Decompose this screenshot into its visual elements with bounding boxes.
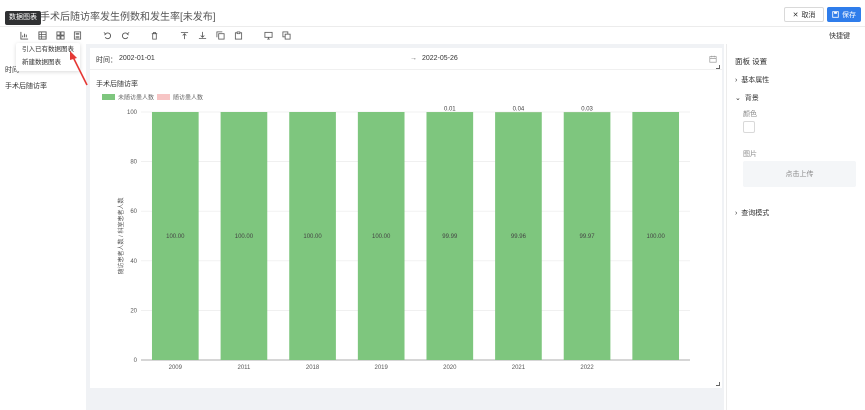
y-tick-label: 60 [130,209,137,215]
copy-icon[interactable] [216,31,225,40]
left-item[interactable]: 手术后随访率 [5,83,47,90]
paste-icon[interactable] [234,31,243,40]
y-tick-label: 100 [127,110,138,116]
y-axis-label: 随访患者人数 / 科室患者人数 [117,197,125,274]
resize-handle-bottom[interactable] [716,382,720,386]
bar-chart: 未随访患人数 随访患人数 0 20 40 60 80 100 随访患者人数 / 科室患者人数 10… [102,94,690,371]
left-panel [0,44,86,410]
bar [289,112,336,360]
y-tick-label: 0 [134,358,138,364]
bar [220,112,268,360]
bar-value-label: 0.01 [444,107,456,113]
bar [357,112,405,360]
save-button[interactable]: 保存 [827,7,861,22]
bar [632,112,680,360]
bar [151,112,199,360]
chart-title: 手术后随访率 [96,81,138,88]
undo-icon[interactable] [103,31,112,40]
y-tick-label: 80 [130,160,137,166]
cancel-button[interactable]: ✕ 取消 [784,7,824,22]
layers-icon[interactable] [282,31,291,40]
chart-icon[interactable] [20,31,29,40]
bar-value-label: 100.00 [303,234,322,240]
save-label: 保存 [842,11,856,19]
chevron-down-icon: ⌄ [735,95,741,102]
basic-props-label: 基本属性 [741,77,770,84]
bar-value-label: 100.00 [235,234,254,240]
bar-value-label: 0.03 [581,107,593,113]
bar [563,112,611,360]
calc-icon[interactable] [73,31,82,40]
bar-value-label: 100.00 [166,234,185,240]
page-title: 手术后随访率发生例数和发生率[未发布] [40,12,216,23]
image-label: 图片 [743,151,757,158]
resize-handle-top[interactable] [716,65,720,69]
delete-icon[interactable] [150,31,159,40]
x-tick-label: 2011 [237,365,251,371]
chevron-right-icon: › [735,210,738,217]
color-label: 颜色 [743,111,757,118]
query-mode-label: 查询模式 [741,210,770,217]
background-section[interactable]: ⌄ 背景 [735,93,759,103]
redo-icon[interactable] [121,31,130,40]
cancel-label: 取消 [801,11,816,19]
time-label: 时间： [96,57,117,64]
left-partial-text: 时间 [5,67,19,74]
bar-value-label: 100.00 [372,234,391,240]
bar-value-label: 99.96 [511,234,527,240]
bar-value-label: 100.00 [647,234,666,240]
tooltip: 数据图表 [5,11,41,25]
date-arrow: → [410,55,417,62]
legend-swatch [157,94,170,100]
settings-panel [726,44,865,410]
x-tick-label: 2022 [580,365,594,371]
date-to-input[interactable]: 2022-05-26 [422,55,458,62]
y-tick-label: 40 [130,259,137,265]
chart-dropdown-menu: 引入已有数据图表 新建数据图表 [16,43,80,71]
calendar-icon[interactable] [709,55,717,63]
save-icon [832,11,839,18]
close-icon: ✕ [792,11,799,19]
align-top-icon[interactable] [180,31,189,40]
y-tick-label: 20 [130,308,137,314]
panel-title: 面板 设置 [735,57,768,66]
background-label: 背景 [744,95,759,102]
date-from-input[interactable]: 2002-01-01 [119,55,155,62]
time-filter-row [90,48,722,70]
toolbar [0,27,865,44]
legend-label: 未随访患人数 [118,94,154,102]
menu-item-import-chart[interactable]: 引入已有数据图表 [22,46,74,53]
bar-value-label: 0.04 [513,107,525,113]
x-tick-label: 2019 [375,365,389,371]
shortcut-link[interactable]: 快捷键 [829,33,850,40]
table-icon[interactable] [38,31,47,40]
bar-value-label: 99.97 [580,234,596,240]
color-picker[interactable] [743,121,755,133]
monitor-icon[interactable] [264,31,273,40]
x-tick-label: 2021 [512,365,526,371]
x-tick-label: 2018 [306,365,320,371]
bar [495,112,542,360]
bar-value-label: 99.99 [442,234,458,240]
chevron-right-icon: › [735,77,738,84]
app-header [0,0,865,27]
legend-swatch [102,94,115,100]
x-tick-label: 2020 [443,365,457,371]
menu-item-new-chart[interactable]: 新建数据图表 [22,59,61,66]
query-mode-section[interactable]: › 查询模式 [735,208,769,218]
legend-label: 随访患人数 [173,94,203,102]
align-bottom-icon[interactable] [198,31,207,40]
x-tick-label: 2009 [169,365,183,371]
grid-icon[interactable] [56,31,65,40]
upload-button[interactable]: 点击上传 [743,161,856,187]
bar [426,112,474,360]
basic-props-section[interactable]: › 基本属性 [735,75,769,85]
